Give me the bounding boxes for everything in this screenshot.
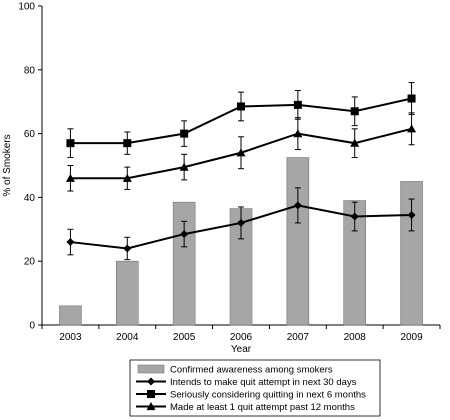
data-point	[122, 173, 132, 182]
legend-label: Intends to make quit attempt in next 30 …	[170, 377, 357, 388]
data-point	[350, 107, 359, 116]
plot-area: 0 20 40 60 80 100 2003 2004 2005 2006 2007 2008 2009	[18, 2, 441, 343]
y-tick-label: 80	[24, 65, 36, 76]
data-point	[180, 129, 189, 138]
x-tick-label: 2007	[287, 332, 310, 343]
data-point	[237, 102, 245, 111]
legend-label: Confirmed awareness among smokers	[170, 365, 333, 376]
data-point	[407, 210, 416, 219]
x-tick-label: 2005	[173, 332, 196, 343]
x-tick-label: 2009	[400, 332, 423, 343]
bar	[343, 200, 367, 326]
legend-marker	[146, 402, 156, 411]
y-tick-label: 0	[29, 321, 35, 332]
data-point	[407, 124, 417, 133]
data-point	[179, 162, 189, 171]
data-point	[65, 173, 75, 182]
data-point	[123, 139, 132, 148]
bar	[172, 201, 196, 326]
legend-swatch-bar	[137, 364, 165, 374]
data-point	[180, 230, 189, 239]
data-point	[236, 148, 246, 157]
y-tick-label: 20	[24, 257, 36, 268]
y-tick-label: 60	[24, 129, 36, 140]
bar	[59, 305, 82, 326]
x-axis-label: Year	[231, 344, 252, 355]
data-point	[66, 139, 75, 148]
bar	[115, 260, 139, 326]
data-point	[350, 212, 359, 221]
data-point	[237, 218, 245, 227]
x-tick-label: 2003	[59, 332, 82, 343]
legend: Confirmed awareness among smokersIntends…	[129, 359, 381, 417]
legend-marker	[147, 390, 155, 398]
legend-marker	[147, 377, 155, 386]
bar	[286, 157, 310, 326]
x-tick-label: 2006	[230, 332, 253, 343]
data-point	[407, 94, 416, 103]
x-tick-label: 2004	[116, 332, 139, 343]
data-point	[123, 244, 132, 253]
legend-label: Made at least 1 quit attempt past 12 mon…	[170, 402, 355, 413]
data-point	[350, 138, 360, 147]
legend-label: Seriously considering quitting in next 6…	[170, 390, 366, 401]
data-point	[293, 100, 302, 109]
y-axis-label: % of Smokers	[2, 134, 13, 196]
data-point	[293, 201, 302, 210]
y-tick-label: 100	[18, 2, 35, 13]
x-tick-label: 2008	[344, 332, 367, 343]
y-tick-label: 40	[24, 193, 36, 204]
data-point	[293, 129, 303, 138]
legend-box	[129, 359, 381, 417]
data-point	[66, 238, 75, 247]
bar	[400, 181, 423, 326]
